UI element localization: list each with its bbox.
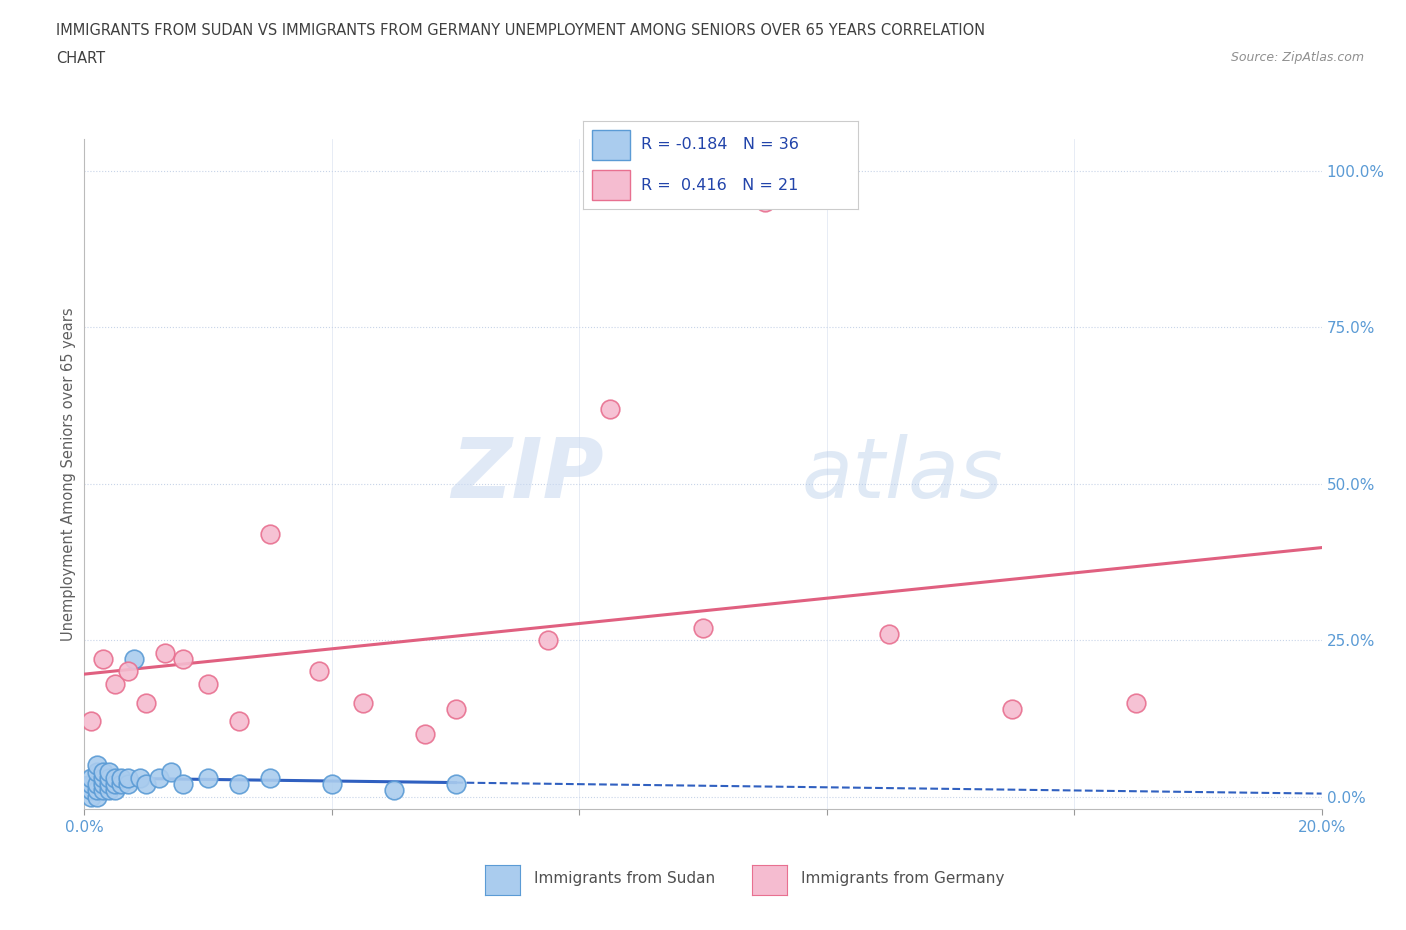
Point — [98, 770, 121, 785]
Y-axis label: Unemployment Among Seniors over 65 years: Unemployment Among Seniors over 65 years — [60, 308, 76, 641]
Point — [754, 194, 776, 209]
Point — [537, 632, 560, 647]
Text: Immigrants from Germany: Immigrants from Germany — [801, 871, 1005, 886]
Point — [413, 726, 436, 741]
Point — [86, 758, 108, 773]
Point — [117, 777, 139, 791]
Point — [91, 777, 114, 791]
Text: ZIP: ZIP — [451, 433, 605, 515]
Point — [79, 777, 101, 791]
Text: atlas: atlas — [801, 433, 1004, 515]
Point — [444, 777, 467, 791]
Point — [117, 664, 139, 679]
Point — [91, 764, 114, 779]
Point — [98, 777, 121, 791]
Text: IMMIGRANTS FROM SUDAN VS IMMIGRANTS FROM GERMANY UNEMPLOYMENT AMONG SENIORS OVER: IMMIGRANTS FROM SUDAN VS IMMIGRANTS FROM… — [56, 23, 986, 38]
Point — [352, 696, 374, 711]
Point — [91, 652, 114, 667]
Point — [79, 770, 101, 785]
Point — [104, 770, 127, 785]
Text: Immigrants from Sudan: Immigrants from Sudan — [534, 871, 716, 886]
Point — [692, 620, 714, 635]
Point — [79, 790, 101, 804]
Point — [98, 764, 121, 779]
Point — [197, 770, 219, 785]
Text: CHART: CHART — [56, 51, 105, 66]
Bar — [592, 130, 630, 160]
Text: R = -0.184   N = 36: R = -0.184 N = 36 — [641, 138, 799, 153]
Point — [117, 770, 139, 785]
Point — [86, 783, 108, 798]
Point — [1125, 696, 1147, 711]
Point — [153, 645, 176, 660]
Point — [122, 652, 145, 667]
Point — [110, 777, 132, 791]
Point — [148, 770, 170, 785]
Point — [91, 770, 114, 785]
Point — [104, 783, 127, 798]
Point — [228, 777, 250, 791]
Point — [129, 770, 152, 785]
Text: R =  0.416   N = 21: R = 0.416 N = 21 — [641, 178, 799, 193]
Point — [98, 783, 121, 798]
Point — [79, 783, 101, 798]
Point — [86, 764, 108, 779]
Point — [135, 777, 157, 791]
Point — [172, 777, 194, 791]
Point — [197, 676, 219, 691]
Point — [160, 764, 183, 779]
Point — [599, 401, 621, 416]
Point — [91, 783, 114, 798]
Point — [259, 770, 281, 785]
Point — [259, 526, 281, 541]
Point — [104, 777, 127, 791]
Point — [104, 676, 127, 691]
Text: Source: ZipAtlas.com: Source: ZipAtlas.com — [1230, 51, 1364, 64]
Point — [321, 777, 343, 791]
Point — [135, 696, 157, 711]
Point — [172, 652, 194, 667]
Point — [86, 790, 108, 804]
Bar — [592, 170, 630, 201]
Point — [1001, 701, 1024, 716]
Point — [110, 770, 132, 785]
Point — [86, 777, 108, 791]
Point — [308, 664, 330, 679]
Point — [228, 714, 250, 729]
Point — [79, 714, 101, 729]
Point — [877, 627, 900, 642]
Point — [382, 783, 405, 798]
Point — [444, 701, 467, 716]
